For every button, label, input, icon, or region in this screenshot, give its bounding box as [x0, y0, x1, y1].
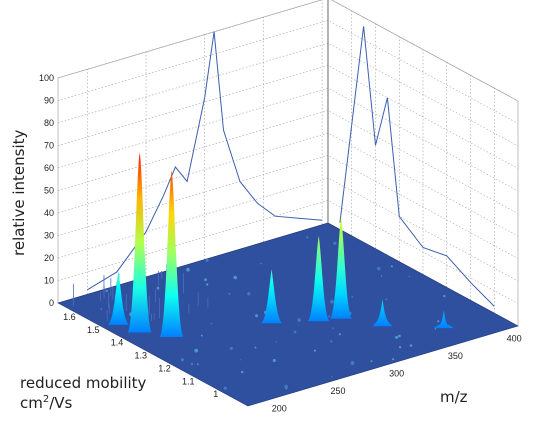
y-tick-label: 1.1	[182, 376, 195, 386]
z-tick-label: 30	[44, 231, 54, 241]
y-tick-label: 1.3	[134, 351, 147, 361]
x-tick-label: 350	[448, 351, 463, 361]
floor-noise-speck	[409, 344, 413, 347]
floor-noise-speck	[443, 294, 446, 298]
floor-noise-speck	[275, 341, 278, 343]
y-tick-label: 1.5	[87, 325, 100, 335]
floor-noise-speck	[100, 308, 103, 310]
floor-noise-speck	[228, 292, 231, 295]
floor-noise-speck	[332, 327, 334, 330]
floor-noise-speck	[255, 314, 259, 318]
floor-noise-speck	[105, 289, 108, 293]
y-axis-label: reduced mobility	[20, 374, 147, 392]
peak	[307, 235, 330, 322]
floor-noise-speck	[306, 236, 309, 239]
floor-noise-speck	[434, 327, 437, 330]
floor-noise-speck	[210, 322, 213, 325]
floor-noise-speck	[204, 278, 207, 282]
floor-noise-speck	[260, 262, 262, 265]
floor-noise-speck	[285, 388, 288, 390]
floor-noise-speck	[331, 376, 333, 378]
peak-group	[108, 152, 454, 337]
peak	[261, 269, 282, 324]
y-tick-label: 1	[213, 389, 218, 399]
x-tick-label: 300	[389, 369, 404, 379]
peak	[372, 299, 393, 327]
y-tick-label: 1.6	[63, 312, 76, 322]
peak	[127, 152, 152, 333]
tick-labels: 0 10 20 30 40 50 60 70 80 90 100 200 250 300 350 400 1 1.…	[39, 73, 522, 413]
floor-noise-speck	[395, 335, 399, 339]
floor-noise-speck	[241, 370, 244, 374]
floor-noise-speck	[328, 315, 331, 318]
floor-noise-speck	[333, 241, 337, 245]
mobility-projection-line	[339, 26, 495, 307]
floor-noise-speck	[297, 324, 299, 326]
peak	[159, 170, 184, 337]
z-tick-label: 0	[49, 298, 54, 308]
z-tick-label: 50	[44, 186, 54, 196]
floor-noise-speck	[223, 386, 227, 390]
floor-noise-speck	[370, 360, 373, 363]
z-tick-label: 100	[39, 73, 54, 83]
floor-noise-speck	[247, 292, 251, 296]
floor-noise-speck	[392, 358, 395, 361]
z-tick-label: 90	[44, 96, 54, 106]
floor-noise-speck	[398, 346, 402, 349]
z-tick-label: 70	[44, 141, 54, 151]
z-tick-label: 60	[44, 163, 54, 173]
floor-noise-speck	[350, 361, 355, 365]
floor-noise-speck	[239, 359, 242, 361]
floor-noise-speck	[330, 299, 334, 304]
z-axis-label: relative intensity	[10, 129, 28, 256]
floor-noise-speck	[293, 330, 297, 334]
mz-projection-line	[87, 31, 323, 291]
y-axis-unit-label: cm2/Vs	[20, 394, 73, 412]
floor-noise-speck	[233, 275, 237, 280]
x-axis-label: m/z	[440, 388, 468, 406]
z-tick-label: 40	[44, 208, 54, 218]
z-tick-label: 80	[44, 118, 54, 128]
wall-projections	[87, 26, 495, 307]
y-tick-label: 1.2	[158, 363, 171, 373]
floor-noise-speck	[194, 348, 199, 353]
y-tick-label: 1.4	[111, 338, 124, 348]
peak	[108, 270, 129, 325]
floor-noise-speck	[297, 318, 302, 322]
floor-noise-speck	[205, 258, 209, 262]
floor-noise-speck	[156, 286, 160, 290]
z-tick-label: 10	[44, 276, 54, 286]
floor-noise-speck	[190, 362, 194, 366]
z-tick-label: 20	[44, 253, 54, 263]
floor-noise-speck	[186, 267, 190, 272]
floor-noise-speck	[200, 334, 203, 337]
floor-noise-speck	[272, 358, 276, 363]
peak	[433, 310, 454, 329]
floor-noise-speck	[390, 265, 393, 268]
floor-noise-speck	[351, 295, 354, 298]
floor-noise-speck	[196, 363, 199, 366]
floor-noise-speck	[206, 283, 209, 286]
floor-surface	[57, 222, 519, 407]
floor-noise-speck	[437, 320, 440, 323]
peak	[330, 217, 353, 319]
floor-noise-speck	[313, 349, 316, 352]
floor-noise-speck	[398, 334, 401, 338]
floor-noise-speck	[380, 275, 383, 277]
floor-noise-speck	[338, 333, 341, 336]
floor-noise-speck	[180, 358, 185, 362]
floor-noise-speck	[284, 384, 288, 389]
floor-noise-speck	[408, 275, 410, 277]
x-tick-label: 400	[507, 334, 522, 344]
x-tick-label: 200	[272, 403, 287, 413]
x-tick-label: 250	[330, 386, 345, 396]
floor-noise-speck	[254, 346, 257, 349]
floor-noise-speck	[377, 266, 381, 271]
floor-noise-speck	[385, 298, 388, 300]
floor-noise-speck	[330, 340, 333, 343]
floor-noise-speck	[229, 346, 233, 350]
